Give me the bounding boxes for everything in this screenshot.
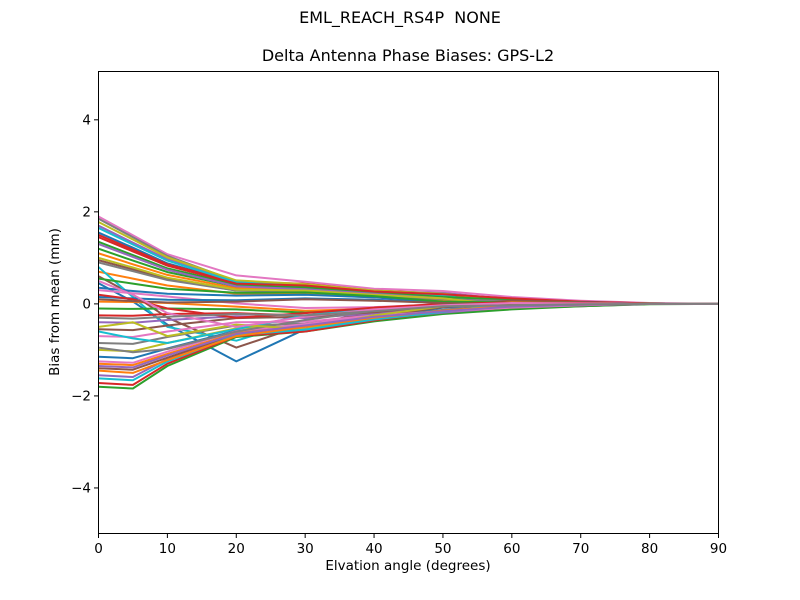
series-line-47 [98,302,719,320]
x-tick-label: 10 [159,541,176,557]
x-tick-label: 60 [503,541,520,557]
series-line-8 [98,221,719,305]
y-axis-label: Bias from mean (mm) [46,228,63,376]
x-axis-label: Elvation angle (degrees) [325,558,491,574]
figure-suptitle: EML_REACH_RS4P NONE [299,8,501,27]
axes-title: Delta Antenna Phase Biases: GPS-L2 [261,46,555,65]
x-tick-label: 80 [641,541,658,557]
x-tick-label: 50 [434,541,451,557]
y-tick-label: −4 [71,480,91,496]
y-tick-label: −2 [71,388,91,404]
x-tick-label: 30 [297,541,314,557]
x-tick-label: 70 [572,541,589,557]
y-tick-label: 2 [82,204,91,220]
x-tick-label: 90 [710,541,727,557]
y-tick-label: 0 [82,296,91,312]
y-tick-label: 4 [82,112,91,128]
plot-area-spines [98,71,719,534]
x-tick-label: 40 [365,541,382,557]
x-tick-label: 20 [228,541,245,557]
x-tick-label: 0 [94,541,103,557]
